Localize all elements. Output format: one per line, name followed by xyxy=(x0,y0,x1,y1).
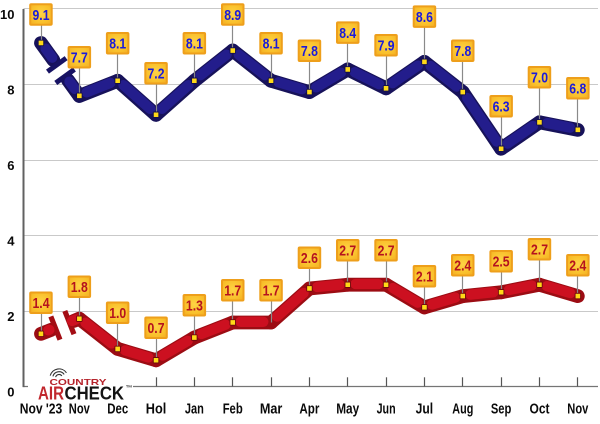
svg-text:1.8: 1.8 xyxy=(71,280,88,296)
svg-text:7.8: 7.8 xyxy=(301,44,318,60)
svg-text:Nov: Nov xyxy=(69,402,90,418)
svg-text:6.3: 6.3 xyxy=(493,100,510,116)
svg-text:7.8: 7.8 xyxy=(454,44,471,60)
svg-text:Dec: Dec xyxy=(107,402,128,418)
svg-text:Hol: Hol xyxy=(146,402,167,418)
svg-text:6.8: 6.8 xyxy=(569,82,586,98)
svg-text:Oct: Oct xyxy=(530,402,550,418)
svg-text:™: ™ xyxy=(126,385,133,392)
svg-text:2.4: 2.4 xyxy=(569,259,586,275)
svg-text:1.4: 1.4 xyxy=(33,296,50,312)
svg-text:8.6: 8.6 xyxy=(416,10,433,26)
svg-text:Nov: Nov xyxy=(567,402,588,418)
svg-text:CHECK: CHECK xyxy=(65,383,125,404)
svg-text:8: 8 xyxy=(7,83,14,98)
svg-text:6: 6 xyxy=(7,158,14,173)
svg-text:AIR: AIR xyxy=(38,383,64,404)
svg-text:Feb: Feb xyxy=(223,402,243,418)
svg-text:Jan: Jan xyxy=(185,402,204,418)
svg-text:7.0: 7.0 xyxy=(531,71,548,87)
svg-text:2.6: 2.6 xyxy=(301,251,318,267)
svg-text:Sep: Sep xyxy=(491,402,512,418)
svg-text:May: May xyxy=(336,402,359,418)
svg-text:2.7: 2.7 xyxy=(378,244,395,260)
svg-text:4: 4 xyxy=(7,234,15,249)
svg-text:1.7: 1.7 xyxy=(224,284,241,300)
svg-text:1.3: 1.3 xyxy=(186,299,203,315)
svg-text:2: 2 xyxy=(7,309,14,324)
svg-text:8.9: 8.9 xyxy=(224,8,241,24)
svg-text:8.1: 8.1 xyxy=(263,37,280,53)
svg-text:2.4: 2.4 xyxy=(454,259,471,275)
svg-text:7.9: 7.9 xyxy=(378,39,395,55)
svg-text:9.1: 9.1 xyxy=(33,8,50,24)
svg-text:2.1: 2.1 xyxy=(416,270,433,286)
svg-text:0.7: 0.7 xyxy=(148,321,165,337)
svg-text:1.0: 1.0 xyxy=(109,306,126,322)
svg-text:Mar: Mar xyxy=(260,402,283,418)
svg-text:Jun: Jun xyxy=(377,402,396,418)
svg-text:7.7: 7.7 xyxy=(71,51,88,67)
svg-text:8.4: 8.4 xyxy=(339,26,356,42)
svg-text:Jul: Jul xyxy=(416,402,434,418)
svg-text:0: 0 xyxy=(7,385,14,400)
svg-text:Apr: Apr xyxy=(299,402,319,418)
svg-text:2.7: 2.7 xyxy=(339,244,356,260)
svg-text:10: 10 xyxy=(0,7,14,22)
svg-text:8.1: 8.1 xyxy=(109,37,126,53)
svg-text:8.1: 8.1 xyxy=(186,37,203,53)
svg-text:COUNTRY: COUNTRY xyxy=(50,377,107,387)
svg-text:2.7: 2.7 xyxy=(531,243,548,259)
svg-text:1.7: 1.7 xyxy=(263,284,280,300)
svg-text:2.5: 2.5 xyxy=(493,255,510,271)
svg-text:Aug: Aug xyxy=(452,402,473,418)
svg-text:7.2: 7.2 xyxy=(148,67,165,83)
svg-text:Nov '23: Nov '23 xyxy=(20,402,63,418)
